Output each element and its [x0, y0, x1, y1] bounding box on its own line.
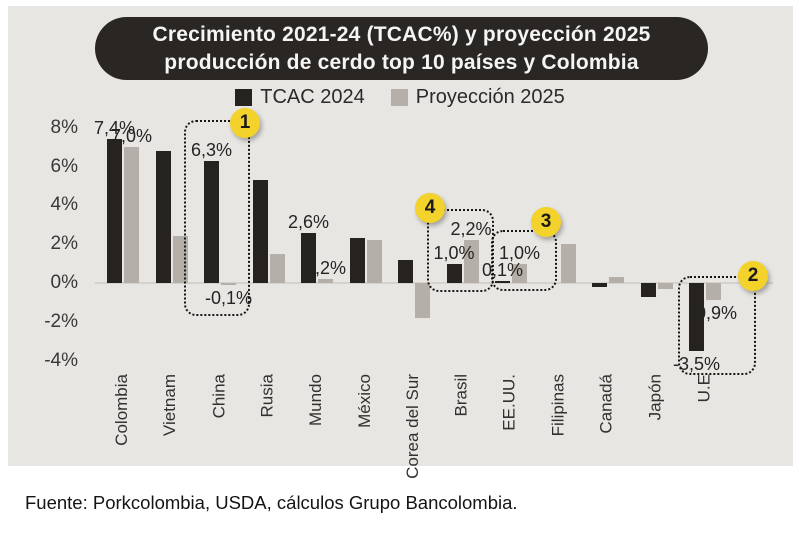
bar-proyeccion-Colombia: [124, 147, 139, 283]
bar-tcac-U.E: [689, 283, 704, 351]
data-label-Mundo: 2,6%: [287, 211, 330, 232]
data-label-Mundo: 0,2%: [304, 258, 347, 279]
legend-swatch-proyeccion-icon: [390, 89, 408, 106]
badge-1: 1: [230, 108, 260, 138]
chart-title-line2: producción de cerdo top 10 países y Colo…: [164, 50, 639, 74]
bar-tcac-Brasil: [446, 263, 462, 283]
x-axis-label: Canadá: [597, 374, 616, 434]
bar-proyeccion-U.E: [706, 283, 721, 301]
data-label-China: 6,3%: [190, 139, 233, 160]
data-label-Colombia: 7,0%: [110, 126, 153, 147]
y-axis-tick-label: -2%: [44, 310, 78, 332]
y-axis-tick-label: 6%: [50, 155, 78, 177]
y-axis-tick-label: 2%: [50, 233, 78, 255]
bar-proyeccion-Brasil: [463, 240, 479, 283]
badge-4: 4: [415, 193, 445, 223]
badge-3: 3: [531, 207, 561, 237]
bar-proyeccion-Rusia: [269, 253, 285, 283]
legend-item-proyeccion: Proyección 2025: [390, 86, 565, 109]
bar-proyeccion-Corea del Sur: [415, 283, 430, 318]
x-axis-label: U.E: [694, 374, 713, 403]
data-label-EE.UU.: 1,0%: [498, 242, 541, 263]
chart-legend: TCAC 2024 Proyección 2025: [0, 86, 800, 109]
x-axis-label: Colombia: [112, 374, 131, 446]
data-label-China: -0,1%: [204, 287, 253, 308]
bar-tcac-Japón: [640, 283, 656, 297]
bar-proyeccion-EE.UU.: [512, 263, 527, 283]
x-axis-label: Rusia: [257, 374, 277, 418]
highlight-box-China: [184, 120, 250, 316]
x-axis-label: EE.UU.: [500, 374, 519, 431]
legend-swatch-tcac-icon: [235, 89, 253, 106]
bar-tcac-Mundo: [301, 232, 316, 283]
highlight-box-EE.UU.: [491, 230, 557, 291]
x-axis-label: Corea del Sur: [403, 374, 422, 479]
chart-title-line1: Crecimiento 2021-24 (TCAC%) y proyección…: [152, 22, 651, 46]
highlight-box-Brasil: [427, 209, 494, 292]
legend-label-proyeccion: Proyección 2025: [415, 86, 565, 108]
bar-tcac-China: [204, 160, 219, 283]
legend-item-tcac: TCAC 2024: [235, 86, 365, 109]
bar-proyeccion-China: [221, 283, 236, 285]
y-axis-tick-label: -4%: [44, 349, 78, 371]
source-note: Fuente: Porkcolombia, USDA, cálculos Gru…: [25, 492, 518, 513]
data-label-Brasil: 2,2%: [450, 219, 492, 240]
bar-tcac-Rusia: [252, 180, 268, 283]
bar-proyeccion-Mundo: [318, 279, 333, 283]
y-axis-tick-label: 0%: [50, 272, 78, 293]
badge-2: 2: [738, 261, 768, 291]
x-axis-label: Mundo: [306, 374, 325, 426]
bar-tcac-Colombia: [107, 139, 122, 283]
x-axis-label: Filipinas: [548, 374, 568, 437]
bar-proyeccion-Filipinas: [560, 244, 576, 283]
legend-label-tcac: TCAC 2024: [260, 86, 365, 108]
chart-title-box: Crecimiento 2021-24 (TCAC%) y proyección…: [95, 17, 708, 80]
bar-proyeccion-Japón: [657, 283, 673, 289]
bar-tcac-Vietnam: [155, 151, 171, 283]
bar-proyeccion-Vietnam: [172, 236, 188, 283]
bar-tcac-México: [349, 238, 365, 283]
data-label-U.E: -0,9%: [689, 303, 738, 324]
bar-proyeccion-México: [366, 240, 382, 283]
y-axis-tick-label: 8%: [50, 116, 78, 138]
x-axis-label: China: [209, 374, 228, 419]
bar-tcac-Corea del Sur: [398, 259, 413, 283]
x-axis-label: Japón: [645, 374, 665, 421]
bar-proyeccion-Canadá: [609, 277, 624, 283]
x-axis-label: Brasil: [451, 374, 471, 417]
highlight-box-U.E: [678, 276, 756, 375]
y-axis-tick-label: 4%: [50, 194, 78, 216]
bar-tcac-Canadá: [592, 283, 607, 287]
data-label-Brasil: 1,0%: [433, 242, 475, 263]
data-label-Colombia: 7,4%: [93, 118, 136, 139]
x-axis-label: Vietnam: [160, 374, 180, 437]
x-axis-label: México: [354, 374, 374, 428]
